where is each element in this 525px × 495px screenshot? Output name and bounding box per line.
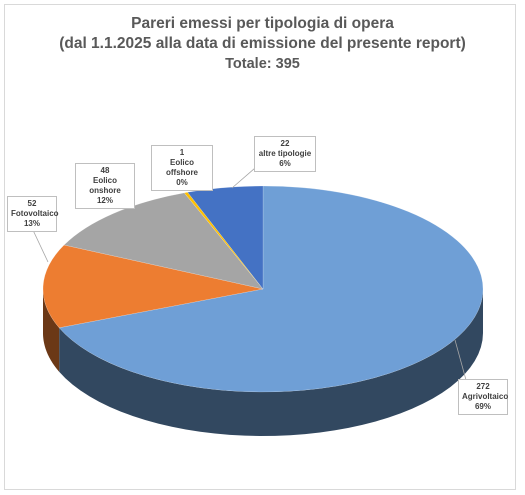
data-label-altre-tipologie: 22 altre tipologie 6% [254, 136, 316, 172]
pie-slice-fotovoltaico [42, 244, 264, 329]
chart-titles: Pareri emessi per tipologia di opera (da… [0, 14, 525, 74]
leader-line-fotovoltaico [31, 227, 49, 263]
data-label-fotovoltaico: 52 Fotovoltaico 13% [7, 196, 59, 232]
leader-line-agrivoltaico [454, 339, 467, 381]
data-label-eolico-onshore: 48 Eolico onshore 12% [75, 163, 135, 209]
data-label-eolico-offshore: 1 Eolico offshore 0% [151, 145, 213, 191]
pie-slice-eolico-onshore [63, 192, 264, 290]
pie-top-group [42, 185, 484, 393]
chart-title: Pareri emessi per tipologia di opera [131, 15, 394, 32]
pie-slice-eolico-offshore [183, 191, 264, 290]
pie-side-agrivoltaico [59, 289, 484, 436]
pie-slice-altre-tipologie [187, 185, 264, 290]
pie-side-fotovoltaico [43, 289, 60, 372]
pie-slice-agrivoltaico [58, 185, 484, 393]
chart-subtitle: (dal 1.1.2025 alla data di emissione del… [59, 35, 466, 52]
chart-total: Totale: 395 [225, 56, 300, 72]
pie-side-group [43, 289, 484, 436]
data-label-agrivoltaico: 272 Agrivoltaico 69% [458, 379, 508, 415]
